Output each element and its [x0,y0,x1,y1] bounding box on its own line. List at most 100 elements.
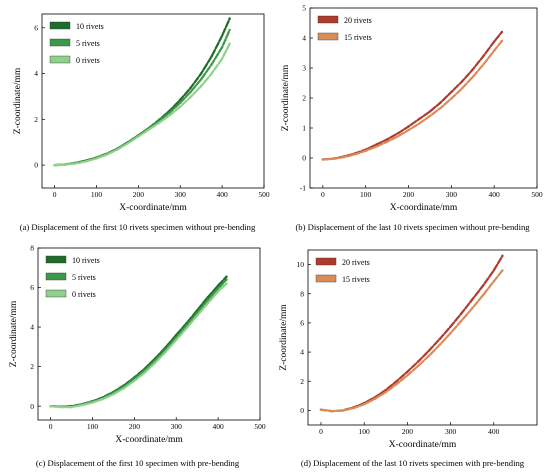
data-point [341,409,344,412]
legend-swatch [49,21,71,30]
data-point [185,323,188,327]
data-point [206,302,209,305]
data-point [220,34,224,37]
data-point [216,284,220,287]
data-point [492,280,495,283]
data-point [179,98,182,102]
data-point [116,148,119,151]
x-tick-label: 500 [254,422,266,431]
y-tick-label: 1 [302,124,306,133]
data-point [189,86,192,89]
data-point [95,157,98,160]
legend-label: 0 rivets [72,290,96,299]
x-axis-label: X-coordinate/mm [390,203,458,213]
data-point [220,45,224,49]
legend-swatch [317,32,339,41]
legend-swatch [45,255,67,264]
y-tick-label: 2 [34,115,38,124]
x-axis-label: X-coordinate/mm [119,203,187,213]
y-tick-label: 10 [297,260,305,269]
data-point [175,338,178,342]
data-point [501,254,504,258]
y-tick-label: 2 [300,377,304,386]
y-axis-label: Z-coordinate/mm [9,300,19,367]
data-point [319,408,323,411]
plot-frame [41,13,265,189]
panel-b: 0 100 200 300 400 500 -1 0 1 2 3 4 5 X-coordinate/mm Z… [275,0,550,236]
x-tick-label: 400 [488,427,500,436]
data-point [460,80,464,83]
data-point [185,326,188,330]
data-point [206,299,209,302]
x-tick-label: 0 [321,190,325,199]
data-point [164,350,167,353]
data-point [427,349,431,352]
legend-label: 5 rivets [76,39,100,48]
y-axis-label: Z-coordinate/mm [279,304,289,371]
data-point [406,370,409,373]
y-tick-label: 6 [30,283,34,292]
chart-c: 0 100 200 300 400 500 0 2 4 6 8 X-coordinate/mm Z-co… [9,244,266,445]
data-point [482,63,485,66]
data-point [385,140,389,143]
data-point [471,75,474,79]
legend-label: 0 rivets [76,56,100,65]
data-point [385,138,389,141]
data-point [179,105,182,108]
y-tick-label: 0 [30,402,34,411]
data-point [500,39,504,43]
x-tick-label: 500 [258,190,270,199]
data-point [225,282,228,285]
x-tick-label: 0 [53,190,57,199]
y-tick-label: 0 [302,154,306,163]
data-point [168,111,171,114]
caption-c: (c) Displacement of the first 10 specime… [35,458,240,468]
data-point [500,30,504,34]
y-tick-label: 8 [300,289,304,298]
series-15-rivets [319,269,504,413]
data-point [449,325,452,328]
data-point [80,403,84,407]
series-line [321,30,503,161]
data-point [427,354,431,357]
data-point [438,337,441,341]
series-20-rivets [321,30,504,161]
y-axis-label: Z-coordinate/mm [281,64,291,131]
legend-swatch [315,257,337,266]
x-axis-label: X-coordinate/mm [115,435,183,445]
data-point [428,110,432,113]
data-point [450,90,453,94]
data-point [216,287,220,290]
data-point [460,312,463,315]
data-point [406,374,409,377]
data-point [122,387,126,390]
plot-frame [37,247,261,421]
panel-d: 0 100 200 300 400 0 2 4 6 8 10 X-coordinate/mm Z-coo… [275,236,550,472]
series-line [321,39,503,161]
x-tick-label: 100 [360,190,372,199]
y-tick-label: 6 [34,23,38,32]
legend-swatch [45,289,67,298]
y-tick-label: 0 [34,161,38,170]
legend-label: 10 rivets [76,22,104,31]
y-axis-label: Z-coordinate/mm [13,67,23,134]
data-point [395,380,398,383]
data-point [199,78,203,81]
data-point [179,101,182,105]
data-point [70,405,73,409]
chart-b: 0 100 200 300 400 500 -1 0 1 2 3 4 5 X-coordinate/mm Z… [281,4,543,213]
data-point [216,290,220,293]
data-point [470,307,474,310]
data-point [343,155,346,159]
legend-label: 15 rivets [344,33,372,42]
data-point [332,157,335,161]
data-point [384,390,387,394]
data-point [137,135,140,138]
data-point [501,269,504,272]
data-point [49,404,52,408]
data-point [158,121,161,124]
legend: 10 rivets 5 rivets 0 rivets [49,21,104,65]
data-point [416,360,420,363]
y-tick-label: -1 [300,184,306,193]
data-point [460,319,463,322]
